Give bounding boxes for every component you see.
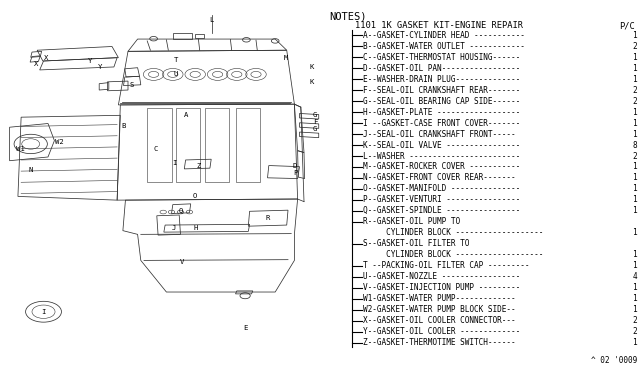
Text: E--WASHER-DRAIN PLUG--------------: E--WASHER-DRAIN PLUG-------------- [363,75,520,84]
Text: J--SEAL-OIL CRANKSHAFT FRONT-----: J--SEAL-OIL CRANKSHAFT FRONT----- [363,129,515,138]
Text: NOTES): NOTES) [330,11,367,21]
Text: 1: 1 [632,64,637,73]
Text: 2: 2 [632,327,637,336]
Text: 1: 1 [632,75,637,84]
Text: K: K [310,79,314,85]
Text: T: T [174,57,178,63]
Text: 1: 1 [632,338,637,347]
Text: ^ 02 '0009: ^ 02 '0009 [591,356,637,365]
Text: W1: W1 [16,146,25,152]
Text: A: A [184,112,188,118]
Text: R--GASKET-OIL PUMP TO: R--GASKET-OIL PUMP TO [363,217,460,226]
Text: Q: Q [179,207,183,213]
Text: 4: 4 [632,272,637,281]
Text: W1-GASKET-WATER PUMP-------------: W1-GASKET-WATER PUMP------------- [363,294,515,303]
Text: R: R [266,215,269,221]
Text: 1: 1 [632,250,637,259]
Text: D: D [293,163,297,169]
Text: B: B [122,124,125,129]
Text: H: H [193,225,197,231]
Text: O: O [193,193,197,199]
Text: 2: 2 [632,151,637,160]
Text: 2: 2 [632,316,637,325]
Text: G: G [313,126,317,132]
Text: Z--GASKET-THERMOTIME SWITCH------: Z--GASKET-THERMOTIME SWITCH------ [363,338,515,347]
Text: 1: 1 [632,173,637,182]
Text: U--GASKET-NOZZLE -----------------: U--GASKET-NOZZLE ----------------- [363,272,520,281]
Text: CYLINDER BLOCK -------------------: CYLINDER BLOCK ------------------- [363,250,543,259]
Text: U: U [174,71,178,77]
Text: 1: 1 [632,31,637,40]
Text: H--GASKET-PLATE ------------------: H--GASKET-PLATE ------------------ [363,108,520,116]
Text: I: I [172,160,176,166]
Text: 1: 1 [632,119,637,128]
Text: 1: 1 [632,195,637,204]
Text: 1: 1 [632,283,637,292]
Text: 2: 2 [632,97,637,106]
Text: 2: 2 [632,86,637,94]
Text: W2: W2 [55,140,64,145]
Text: E: E [244,325,248,331]
Text: P: P [293,170,297,176]
Text: I: I [42,309,45,315]
Text: G: G [313,112,317,118]
Text: Z: Z [196,163,200,169]
Text: Y: Y [88,58,92,64]
Text: Q--GASKET-SPINDLE ----------------: Q--GASKET-SPINDLE ---------------- [363,206,520,215]
Text: 1: 1 [632,228,637,237]
Text: S: S [129,82,133,88]
Text: C: C [154,146,158,152]
Text: Y--GASKET-OIL COOLER -------------: Y--GASKET-OIL COOLER ------------- [363,327,520,336]
Text: X: X [44,55,48,61]
Text: V--GASKET-INJECTION PUMP ---------: V--GASKET-INJECTION PUMP --------- [363,283,520,292]
Text: 1: 1 [632,108,637,116]
Text: P/C: P/C [619,21,635,30]
Text: O--GASKET-MANIFOLD ---------------: O--GASKET-MANIFOLD --------------- [363,185,520,193]
Text: X--GASKET-OIL COOLER CONNECTOR---: X--GASKET-OIL COOLER CONNECTOR--- [363,316,515,325]
Text: M: M [284,55,288,61]
Text: A--GASKET-CYLINDER HEAD -----------: A--GASKET-CYLINDER HEAD ----------- [363,31,525,40]
Text: W2-GASKET-WATER PUMP BLOCK SIDE--: W2-GASKET-WATER PUMP BLOCK SIDE-- [363,305,515,314]
Text: F--SEAL-OIL CRANKSHAFT REAR-------: F--SEAL-OIL CRANKSHAFT REAR------- [363,86,520,94]
Text: 1: 1 [632,206,637,215]
Text: 1: 1 [632,294,637,303]
Text: 1: 1 [632,53,637,62]
Text: F: F [313,119,317,125]
Text: N--GASKET-FRONT COVER REAR-------: N--GASKET-FRONT COVER REAR------- [363,173,515,182]
Text: 1: 1 [632,129,637,138]
Text: N: N [29,167,33,173]
Text: M--GASKET-ROCKER COVER -----------: M--GASKET-ROCKER COVER ----------- [363,163,520,171]
Text: K--SEAL-OIL VALVE ----------------: K--SEAL-OIL VALVE ---------------- [363,141,520,150]
Text: 2: 2 [632,42,637,51]
Text: 1: 1 [632,163,637,171]
Text: 1101 1K GASKET KIT-ENGINE REPAIR: 1101 1K GASKET KIT-ENGINE REPAIR [355,21,524,30]
Text: K: K [310,64,314,70]
Text: Y: Y [99,64,102,70]
Text: P--GASKET-VENTURI ----------------: P--GASKET-VENTURI ---------------- [363,195,520,204]
Text: G--SEAL-OIL BEARING CAP SIDE------: G--SEAL-OIL BEARING CAP SIDE------ [363,97,520,106]
Text: L--WASHER ------------------------: L--WASHER ------------------------ [363,151,520,160]
Text: 1: 1 [632,305,637,314]
Text: S--GASKET-OIL FILTER TO: S--GASKET-OIL FILTER TO [363,239,469,248]
Text: I --GASKET-CASE FRONT COVER-------: I --GASKET-CASE FRONT COVER------- [363,119,520,128]
Text: 8: 8 [632,141,637,150]
Text: T --PACKING-OIL FILTER CAP ---------: T --PACKING-OIL FILTER CAP --------- [363,261,529,270]
Text: V: V [180,259,184,265]
Text: CYLINDER BLOCK -------------------: CYLINDER BLOCK ------------------- [363,228,543,237]
Text: 1: 1 [632,185,637,193]
Text: X: X [35,61,38,67]
Text: L: L [209,17,213,23]
Text: 1: 1 [632,261,637,270]
Text: J: J [172,225,176,231]
Text: C--GASKET-THERMOSTAT HOUSING------: C--GASKET-THERMOSTAT HOUSING------ [363,53,520,62]
Text: B--GASKET-WATER OUTLET ------------: B--GASKET-WATER OUTLET ------------ [363,42,525,51]
Text: D--GASKET-OIL PAN-----------------: D--GASKET-OIL PAN----------------- [363,64,520,73]
